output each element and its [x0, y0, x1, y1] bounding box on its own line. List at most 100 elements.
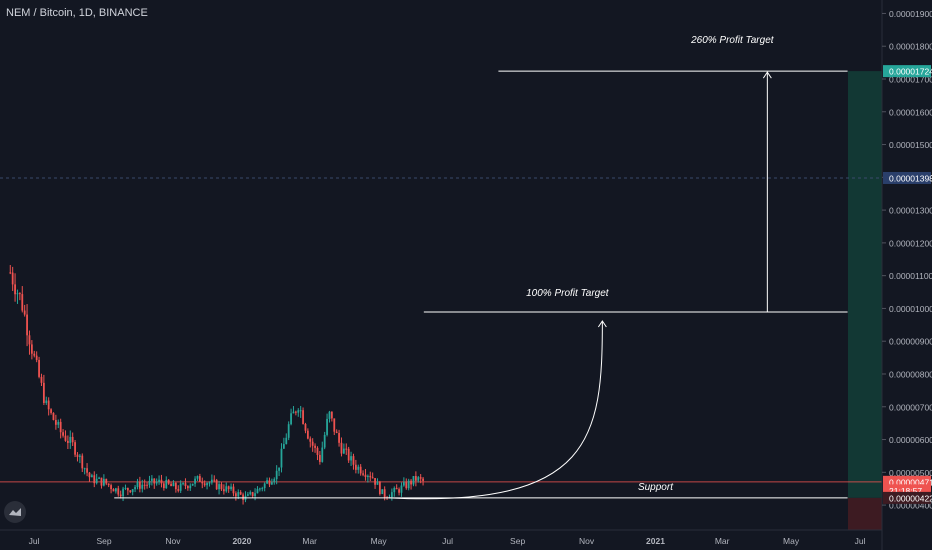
candle-body — [220, 484, 223, 490]
candle-body — [40, 376, 43, 383]
candle-body — [342, 448, 345, 454]
candle-body — [371, 477, 374, 479]
candle-body — [112, 489, 115, 492]
candle-body — [227, 486, 230, 490]
y-tick-label: 0.00001900 — [889, 9, 932, 19]
x-tick-label: May — [783, 536, 800, 546]
candle-body — [270, 482, 273, 485]
candle-body — [174, 482, 177, 490]
candle-body — [26, 314, 28, 336]
price-tag-target[interactable] — [883, 65, 931, 78]
x-tick-label: Nov — [165, 536, 181, 546]
candle-body — [285, 437, 288, 445]
tradingview-logo-icon[interactable] — [4, 501, 26, 523]
candle-body — [198, 476, 201, 482]
candle-body — [191, 483, 194, 486]
profit-zone — [848, 71, 882, 498]
candle-body — [376, 481, 379, 485]
candle-body — [352, 456, 355, 465]
candle-body — [35, 355, 38, 360]
x-tick-label: 2020 — [232, 536, 251, 546]
candle-body — [273, 479, 276, 483]
candle-body — [83, 468, 86, 470]
x-tick-label: Mar — [715, 536, 730, 546]
candle-body — [138, 481, 141, 489]
candle-body — [261, 488, 264, 490]
candle-body — [410, 480, 412, 485]
candle-body — [364, 474, 367, 478]
tradingview-logo-icon-glyph — [9, 508, 21, 516]
price-tag-stop[interactable] — [883, 491, 931, 504]
candle-body — [66, 440, 69, 443]
candle-body — [383, 489, 386, 498]
price-tag-crosshair[interactable] — [883, 171, 931, 184]
candle-body — [78, 455, 81, 457]
x-tick-label: Sep — [510, 536, 525, 546]
candle-body — [419, 477, 422, 479]
candle-body — [218, 484, 220, 490]
candle-body — [28, 335, 31, 345]
level-label: Support — [638, 482, 674, 493]
candle-body — [95, 478, 98, 484]
candle-body — [395, 487, 398, 490]
candle-body — [21, 294, 24, 311]
candle-body — [203, 483, 206, 486]
candle-body — [280, 448, 283, 468]
candle-body — [33, 353, 36, 356]
candle-body — [266, 480, 268, 484]
candle-body — [186, 486, 189, 489]
candle-body — [268, 480, 271, 485]
x-tick-label: May — [371, 536, 388, 546]
candle-body — [131, 489, 134, 493]
candle-body — [362, 473, 364, 475]
candle-body — [30, 344, 33, 354]
candle-body — [366, 475, 369, 478]
candle-body — [335, 431, 338, 433]
candle-body — [328, 411, 331, 419]
candle-body — [148, 480, 151, 485]
candle-body — [170, 483, 172, 487]
candle-body — [417, 477, 420, 481]
candle-body — [258, 488, 261, 490]
candle-body — [64, 435, 67, 441]
candle-body — [374, 478, 376, 485]
candle-body — [208, 482, 211, 484]
candle-body — [129, 490, 132, 493]
price-axis[interactable] — [882, 0, 932, 550]
candle-body — [179, 483, 182, 491]
candle-body — [14, 284, 16, 295]
y-tick-label: 0.00000800 — [889, 369, 932, 379]
candle-body — [146, 484, 148, 486]
candle-body — [57, 421, 60, 425]
candle-body — [232, 486, 235, 494]
candle-body — [165, 479, 168, 489]
candle-body — [38, 359, 40, 377]
level-label: 260% Profit Target — [690, 35, 775, 46]
y-tick-label: 0.00000500 — [889, 468, 932, 478]
y-tick-label: 0.00000400 — [889, 501, 932, 511]
y-tick-label: 0.00001500 — [889, 140, 932, 150]
projection-curve[interactable] — [388, 320, 603, 500]
candle-body — [369, 475, 372, 478]
candle-body — [86, 468, 88, 473]
candle-body — [340, 442, 343, 454]
candle-body — [299, 410, 302, 412]
candle-body — [275, 470, 278, 480]
level-label: 100% Profit Target — [526, 288, 610, 299]
candle-body — [215, 480, 218, 490]
y-tick-label: 0.00001200 — [889, 238, 932, 248]
candle-body — [357, 466, 360, 470]
candle-body — [201, 481, 204, 484]
candle-body — [287, 424, 290, 438]
candle-body — [134, 487, 136, 490]
candle-body — [249, 492, 252, 495]
candle-body — [390, 492, 393, 498]
candle-body — [294, 411, 297, 413]
candle-body — [412, 476, 415, 485]
candle-body — [400, 485, 403, 493]
candle-body — [338, 432, 340, 443]
candle-body — [18, 293, 21, 295]
candle-body — [237, 492, 240, 497]
candle-body — [381, 489, 384, 494]
